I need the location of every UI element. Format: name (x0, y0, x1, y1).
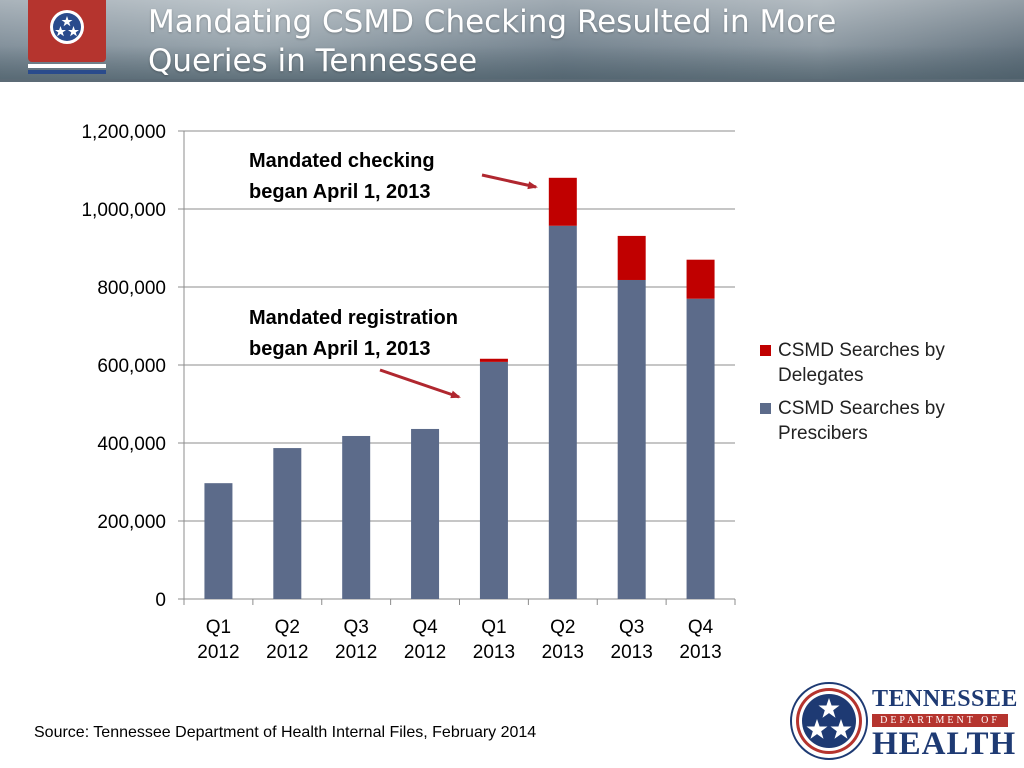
header-mountain-ridge (0, 46, 1024, 82)
x-tick-label-quarter: Q3 (344, 617, 369, 638)
legend-item-prescribers: CSMD Searches by Prescibers (760, 396, 980, 446)
x-tick-label-year: 2013 (679, 642, 721, 663)
page-title: Mandating CSMD Checking Resulted in More… (148, 3, 1008, 81)
x-tick-label-quarter: Q3 (619, 617, 644, 638)
logo-word-department-of: DEPARTMENT OF (880, 715, 1000, 726)
badge-blue-stripe (28, 70, 106, 74)
x-tick-label-year: 2013 (473, 642, 515, 663)
annotation-registration-line-2: began April 1, 2013 (249, 338, 431, 360)
annotation-mandated-registration: Mandated registration began April 1, 201… (249, 303, 458, 365)
annotation-registration-line-1: Mandated registration (249, 307, 458, 329)
bar-prescribers (686, 298, 715, 599)
arrow-registration (379, 368, 461, 399)
bar-delegates (617, 235, 646, 280)
legend-label-delegates-line-2: Delegates (778, 365, 864, 386)
y-tick-label: 200,000 (97, 512, 166, 533)
bar-delegates (479, 358, 508, 362)
annotation-mandated-checking: Mandated checking began April 1, 2013 (249, 146, 435, 208)
x-tick-label-year: 2013 (542, 642, 584, 663)
x-tick-label-year: 2012 (266, 642, 308, 663)
bar-prescribers (273, 448, 302, 599)
y-tick-label: 0 (155, 590, 166, 611)
arrow-checking (481, 173, 538, 190)
y-tick-label: 600,000 (97, 356, 166, 377)
legend-item-delegates: CSMD Searches by Delegates (760, 338, 980, 388)
x-tick-label-year: 2013 (611, 642, 653, 663)
legend-swatch-prescribers (760, 403, 771, 414)
page-title-line-1: Mandating CSMD Checking Resulted in More (148, 4, 837, 40)
badge-white-stripe (28, 64, 106, 68)
bar-prescribers (411, 428, 440, 599)
chart-legend: CSMD Searches by Delegates CSMD Searches… (760, 338, 980, 454)
x-tick-label-year: 2012 (335, 642, 377, 663)
x-tick-label-quarter: Q4 (688, 617, 714, 638)
bar-prescribers (479, 361, 508, 599)
logo-word-tennessee: TENNESSEE (872, 686, 1018, 712)
tennessee-flag-badge (28, 0, 106, 76)
x-tick-label-quarter: Q2 (275, 617, 300, 638)
x-tick-label-quarter: Q4 (412, 617, 438, 638)
tennessee-department-of-health-logo: TENNESSEE DEPARTMENT OF HEALTH (790, 682, 1017, 762)
y-tick-label: 1,000,000 (81, 200, 166, 221)
bar-delegates (686, 259, 715, 299)
bar-prescribers (342, 435, 371, 599)
logo-word-health: HEALTH (872, 726, 1017, 762)
legend-swatch-delegates (760, 345, 771, 356)
x-tick-label-year: 2012 (197, 642, 239, 663)
page-title-line-2: Queries in Tennessee (148, 43, 478, 79)
x-tick-label-quarter: Q1 (206, 617, 231, 638)
slide-header (0, 0, 1024, 82)
bar-delegates (548, 177, 577, 226)
legend-label-prescribers-line-1: CSMD Searches by (778, 398, 945, 419)
y-tick-label: 800,000 (97, 278, 166, 299)
annotation-checking-line-2: began April 1, 2013 (249, 181, 431, 203)
x-tick-label-year: 2012 (404, 642, 446, 663)
legend-label-prescribers-line-2: Prescibers (778, 423, 868, 444)
header-divider (0, 79, 1024, 82)
source-note: Source: Tennessee Department of Health I… (34, 724, 537, 741)
y-tick-label: 400,000 (97, 434, 166, 455)
tristar-seal-icon (790, 682, 868, 760)
logo-red-band (872, 714, 1008, 727)
bar-prescribers (204, 483, 233, 599)
tristar-icon (50, 10, 84, 44)
legend-label-delegates-line-1: CSMD Searches by (778, 340, 945, 361)
x-tick-label-quarter: Q2 (550, 617, 575, 638)
bar-prescribers (617, 279, 646, 599)
annotation-checking-line-1: Mandated checking (249, 150, 435, 172)
bar-prescribers (548, 225, 577, 599)
x-tick-label-quarter: Q1 (481, 617, 506, 638)
y-tick-label: 1,200,000 (81, 122, 166, 143)
